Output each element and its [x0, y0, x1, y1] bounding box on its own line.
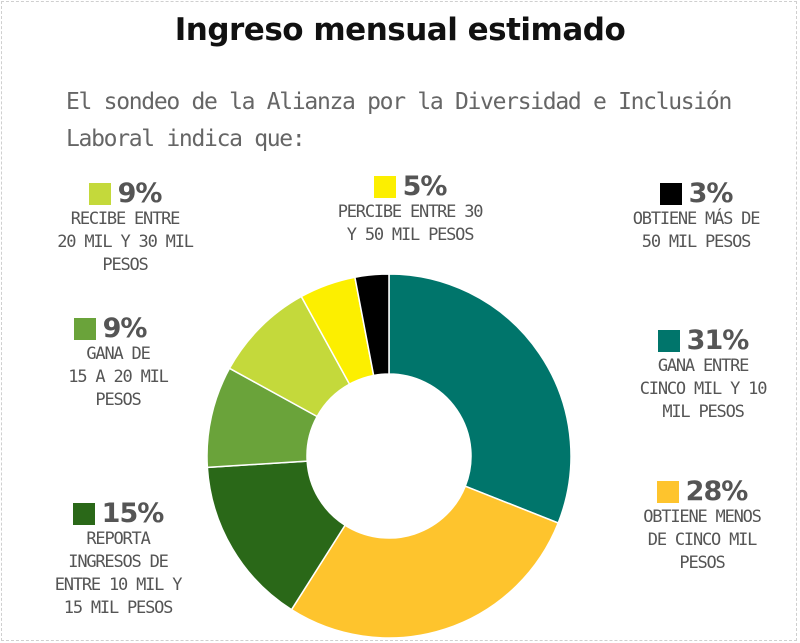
legend-label-15: 15% REPORTA INGRESOS DE ENTRE 10 MIL Y 1… [30, 500, 206, 620]
legend-description: GANA ENTRE CINCO MIL Y 10 MIL PESOS [639, 356, 768, 422]
legend-swatch [72, 503, 95, 525]
donut-slice-15-pct [206, 460, 347, 611]
legend-swatch [659, 183, 682, 205]
legend-swatch [656, 481, 679, 503]
legend-percent: 9% [117, 178, 163, 209]
donut-slice-28-pct [290, 485, 560, 639]
legend-percent: 31% [686, 325, 750, 356]
chart-subtitle: El sondeo de la Alianza por la Diversida… [66, 84, 786, 158]
legend-percent: 15% [101, 498, 165, 529]
legend-description: PERCIBE ENTRE 30 Y 50 MIL PESOS [337, 202, 484, 245]
chart-title: Ingreso mensual estimado [174, 12, 626, 48]
legend-swatch [657, 330, 680, 352]
subtitle-line-2: Laboral indica que: [66, 126, 306, 152]
legend-label-9-lime: 9% RECIBE ENTRE 20 MIL Y 30 MIL PESOS [30, 180, 220, 277]
legend-label-31: 31% GANA ENTRE CINCO MIL Y 10 MIL PESOS [612, 327, 794, 424]
legend-description: GANA DE 15 A 20 MIL PESOS [68, 344, 169, 410]
legend-description: RECIBE ENTRE 20 MIL Y 30 MIL PESOS [57, 209, 194, 275]
legend-percent: 5% [402, 171, 448, 202]
legend-label-5: 5% PERCIBE ENTRE 30 Y 50 MIL PESOS [300, 173, 520, 247]
legend-label-3: 3% OBTIENE MÁS DE 50 MIL PESOS [598, 180, 794, 254]
legend-swatch [73, 318, 96, 340]
legend-label-28: 28% OBTIENE MENOS DE CINCO MIL PESOS [604, 478, 800, 575]
legend-swatch [373, 176, 396, 198]
legend-swatch [88, 183, 111, 205]
legend-description: REPORTA INGRESOS DE ENTRE 10 MIL Y 15 MI… [54, 529, 183, 618]
legend-percent: 3% [688, 178, 734, 209]
legend-description: OBTIENE MÁS DE 50 MIL PESOS [632, 209, 761, 252]
legend-percent: 9% [102, 313, 148, 344]
subtitle-line-1: El sondeo de la Alianza por la Diversida… [66, 89, 732, 115]
legend-label-9-green: 9% GANA DE 15 A 20 MIL PESOS [30, 315, 206, 412]
donut-slice-3-pct [354, 273, 390, 377]
donut-slice-31-pct [388, 273, 572, 524]
legend-percent: 28% [685, 476, 749, 507]
legend-description: OBTIENE MENOS DE CINCO MIL PESOS [643, 507, 762, 573]
